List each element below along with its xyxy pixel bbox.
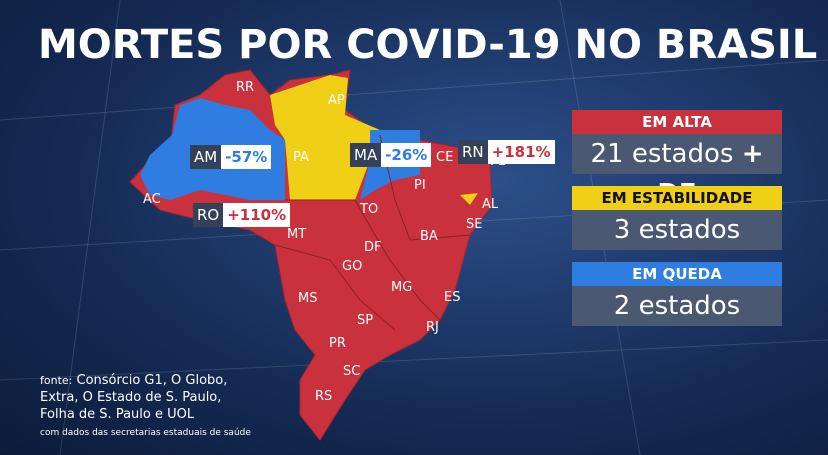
callout: RN +181% [458, 140, 555, 164]
callout-change: +181% [487, 140, 555, 164]
callout-state: RO [193, 203, 224, 227]
source-label: fonte: [40, 374, 73, 387]
state-label: MT [287, 227, 307, 242]
state-label: GO [342, 259, 363, 274]
state-label: AC [143, 192, 161, 207]
state-label: SE [466, 217, 483, 232]
callout-change: -26% [381, 143, 432, 167]
state-label: CE [436, 150, 454, 165]
state-label: TO [360, 202, 379, 217]
state-label: RS [315, 389, 333, 404]
callout-state: AM [190, 145, 222, 169]
legend-count: 3 estados [572, 210, 782, 250]
state-label: MG [391, 280, 413, 295]
callout-state: MA [350, 143, 382, 167]
state-label: RJ [426, 320, 439, 335]
callout: MA -26% [350, 143, 432, 167]
source-note: com dados das secretarias estaduais de s… [40, 428, 251, 438]
source: fonte: Consórcio G1, O Globo, Extra, O E… [40, 372, 251, 442]
legend-title: EM QUEDA [572, 262, 782, 286]
legend-title: EM ESTABILIDADE [572, 186, 782, 210]
state-label: MS [298, 291, 318, 306]
legend-count: 2 estados [572, 286, 782, 326]
source-line: Consórcio G1, O Globo, [76, 373, 228, 388]
callout-change: -57% [221, 145, 272, 169]
callout: RO +110% [193, 203, 291, 227]
title: MORTES POR COVID-19 NO BRASIL [38, 22, 818, 68]
state-label: PR [329, 336, 346, 351]
callout-change: +110% [223, 203, 291, 227]
callout: AM -57% [190, 145, 272, 169]
state-label: PI [414, 178, 426, 193]
state-label: AL [482, 197, 499, 212]
map-pa [270, 75, 380, 200]
state-label: RR [236, 80, 255, 95]
state-label: SP [357, 313, 374, 328]
state-label: SC [343, 364, 361, 379]
source-line: Folha de S. Paulo e UOL [40, 407, 195, 422]
map-al [460, 193, 478, 205]
callout-state: RN [458, 140, 488, 164]
state-label: ES [444, 290, 461, 305]
state-label: PA [293, 150, 309, 165]
state-label: BA [420, 229, 438, 244]
legend-count: 21 estados [590, 139, 734, 169]
source-line: Extra, O Estado de S. Paulo, [40, 390, 222, 405]
legend-title: EM ALTA [572, 110, 782, 134]
state-label: DF [364, 240, 382, 255]
state-label: AP [328, 93, 345, 108]
